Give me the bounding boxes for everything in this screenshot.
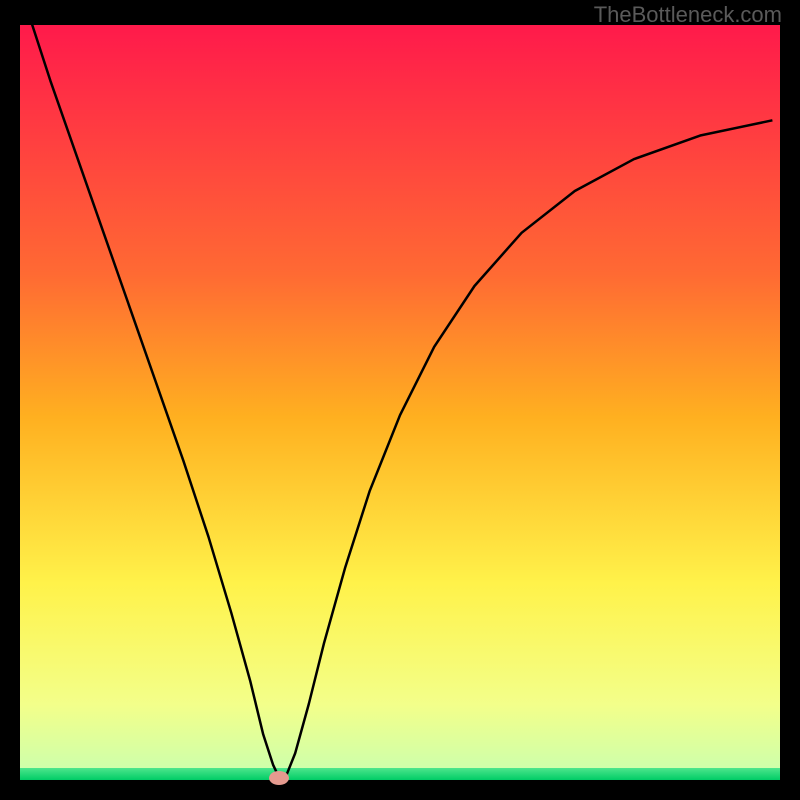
plot-area <box>20 20 780 780</box>
optimal-point-marker <box>269 771 289 785</box>
chart-container: TheBottleneck.com <box>0 0 800 800</box>
curve-layer <box>20 20 780 780</box>
watermark-text: TheBottleneck.com <box>594 2 782 28</box>
bottleneck-curve <box>31 20 773 778</box>
